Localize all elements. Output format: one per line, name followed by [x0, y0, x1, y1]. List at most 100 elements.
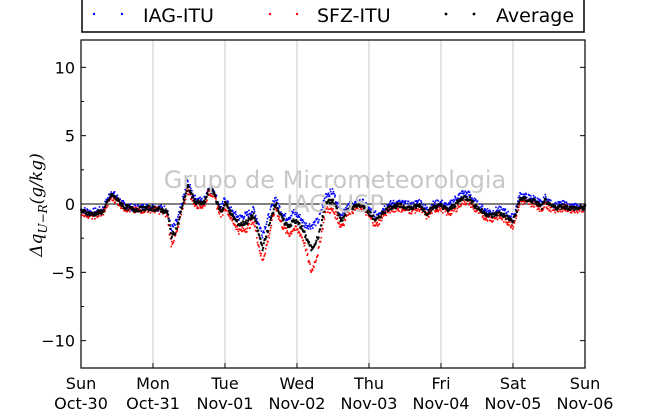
point — [536, 197, 539, 199]
point — [477, 212, 480, 214]
point — [131, 207, 134, 210]
point — [151, 210, 154, 213]
point — [410, 205, 413, 208]
point — [315, 259, 317, 261]
point — [543, 200, 546, 203]
legend-frame — [81, 0, 585, 33]
point — [113, 190, 116, 193]
point — [141, 208, 144, 211]
x-tick-label-date: Nov-02 — [269, 394, 326, 409]
point — [194, 200, 197, 203]
point — [146, 203, 148, 206]
point — [466, 198, 469, 201]
point — [391, 202, 393, 205]
point — [553, 204, 556, 207]
point — [196, 201, 199, 204]
point — [310, 246, 313, 249]
point — [442, 205, 445, 208]
point — [221, 200, 224, 203]
point — [420, 208, 423, 211]
point — [287, 218, 289, 221]
point — [556, 203, 558, 205]
point — [476, 200, 479, 202]
point — [270, 227, 272, 229]
point — [370, 218, 372, 220]
point — [386, 206, 389, 209]
point — [210, 188, 213, 191]
point — [97, 213, 100, 216]
point — [490, 213, 493, 216]
point — [312, 246, 315, 249]
point — [514, 214, 517, 217]
point — [103, 209, 106, 212]
point — [377, 216, 379, 219]
point — [86, 213, 89, 216]
point — [269, 229, 272, 232]
point — [119, 205, 121, 207]
point — [400, 211, 403, 213]
point — [567, 208, 570, 211]
point — [126, 204, 129, 207]
point — [349, 201, 351, 203]
point — [514, 219, 516, 222]
point — [212, 195, 214, 198]
point — [292, 218, 295, 221]
y-axis-label-unit: (g/kg) — [27, 153, 47, 204]
point — [144, 206, 147, 209]
point — [360, 205, 363, 208]
point — [258, 234, 261, 237]
point — [574, 211, 576, 214]
point — [378, 218, 380, 221]
point — [425, 217, 428, 220]
point — [105, 198, 107, 201]
point — [229, 218, 232, 220]
point — [266, 229, 269, 232]
point — [479, 211, 482, 214]
point — [421, 211, 423, 214]
point — [267, 230, 270, 233]
point — [276, 210, 278, 212]
point — [342, 209, 345, 212]
point — [147, 205, 150, 208]
point — [449, 200, 451, 203]
point — [324, 202, 327, 205]
point — [150, 209, 153, 212]
point — [174, 235, 176, 237]
point — [134, 210, 137, 213]
point — [329, 202, 332, 205]
point — [336, 211, 339, 214]
point — [317, 221, 319, 224]
point — [550, 206, 553, 209]
point — [327, 192, 330, 195]
point — [221, 202, 223, 205]
point — [406, 202, 409, 205]
point — [339, 220, 342, 223]
point — [368, 206, 371, 209]
point — [531, 203, 533, 205]
point — [550, 210, 552, 213]
point — [556, 205, 559, 208]
point — [280, 213, 283, 216]
point — [421, 208, 424, 211]
point — [396, 203, 399, 206]
point — [326, 208, 328, 210]
point — [438, 209, 440, 212]
point — [548, 204, 550, 206]
point — [316, 236, 319, 239]
point — [511, 224, 513, 227]
point — [403, 200, 405, 203]
point — [300, 234, 302, 236]
point — [89, 209, 91, 212]
point — [430, 211, 432, 214]
point — [438, 206, 441, 209]
point — [364, 211, 367, 214]
point — [441, 199, 443, 202]
point — [246, 211, 249, 213]
point — [481, 208, 484, 211]
point — [464, 190, 466, 193]
point — [366, 208, 369, 211]
point — [263, 239, 266, 242]
point — [367, 209, 370, 212]
point — [261, 244, 264, 247]
point — [579, 209, 581, 211]
